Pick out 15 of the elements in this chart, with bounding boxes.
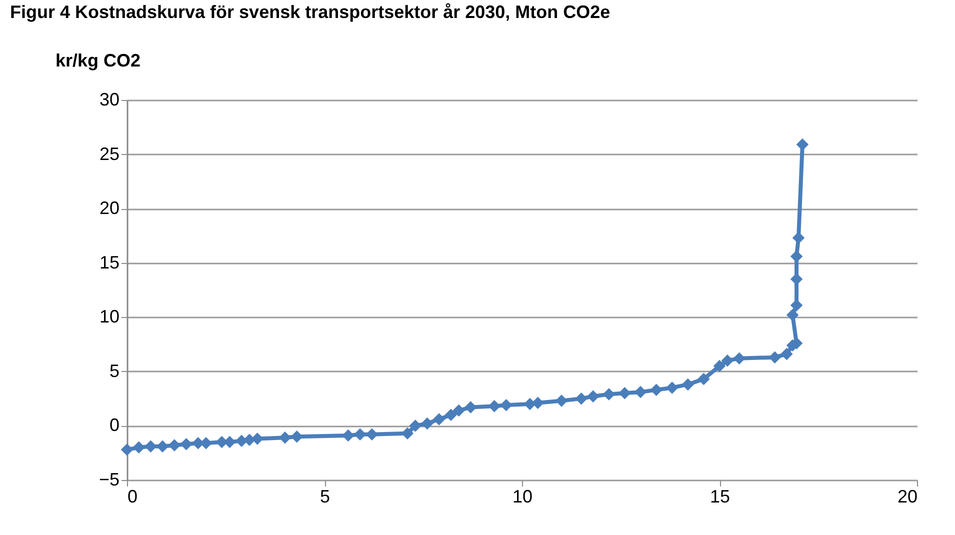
x-tick-label: 15	[710, 486, 730, 506]
y-tick-label: 30	[99, 90, 120, 110]
y-tick-label: 25	[99, 144, 120, 164]
y-tick-label: 5	[109, 360, 120, 381]
y-tick-label: −5	[98, 470, 120, 490]
x-tick-label: 0	[128, 486, 138, 506]
chart-title: Figur 4 Kostnadskurva för svensk transportsektor år 2030, Mton CO2e	[10, 2, 610, 22]
y-tick-label: 0	[109, 415, 120, 436]
x-tick-label: 10	[512, 486, 533, 506]
x-tick-label: 5	[320, 486, 330, 506]
y-tick-label: 15	[99, 252, 120, 272]
y-axis-title: kr/kg CO2	[56, 50, 141, 70]
x-tick-label: 20	[897, 486, 918, 506]
y-tick-label: 10	[99, 306, 120, 327]
y-tick-label: 20	[99, 198, 120, 218]
